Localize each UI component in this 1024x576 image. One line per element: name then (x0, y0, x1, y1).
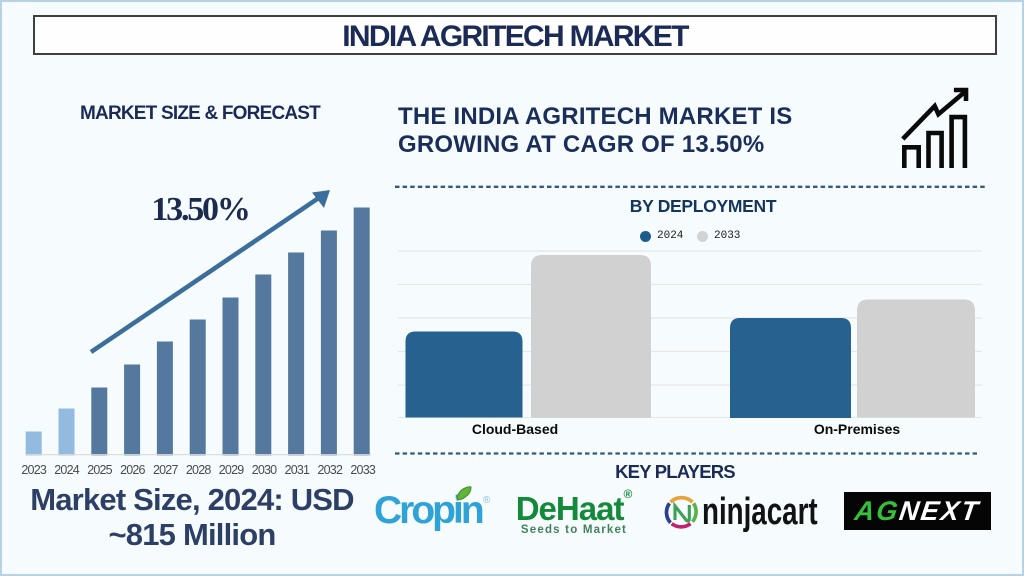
svg-text:2028: 2028 (186, 463, 211, 477)
svg-text:2026: 2026 (120, 463, 145, 477)
svg-text:2030: 2030 (252, 463, 277, 477)
svg-text:2031: 2031 (285, 463, 310, 477)
svg-text:2023: 2023 (21, 463, 46, 477)
svg-text:2024: 2024 (54, 463, 79, 477)
svg-text:2025: 2025 (87, 463, 112, 477)
svg-text:2032: 2032 (317, 463, 342, 477)
svg-text:2027: 2027 (153, 463, 178, 477)
svg-text:2029: 2029 (219, 463, 244, 477)
svg-text:2033: 2033 (350, 463, 375, 477)
